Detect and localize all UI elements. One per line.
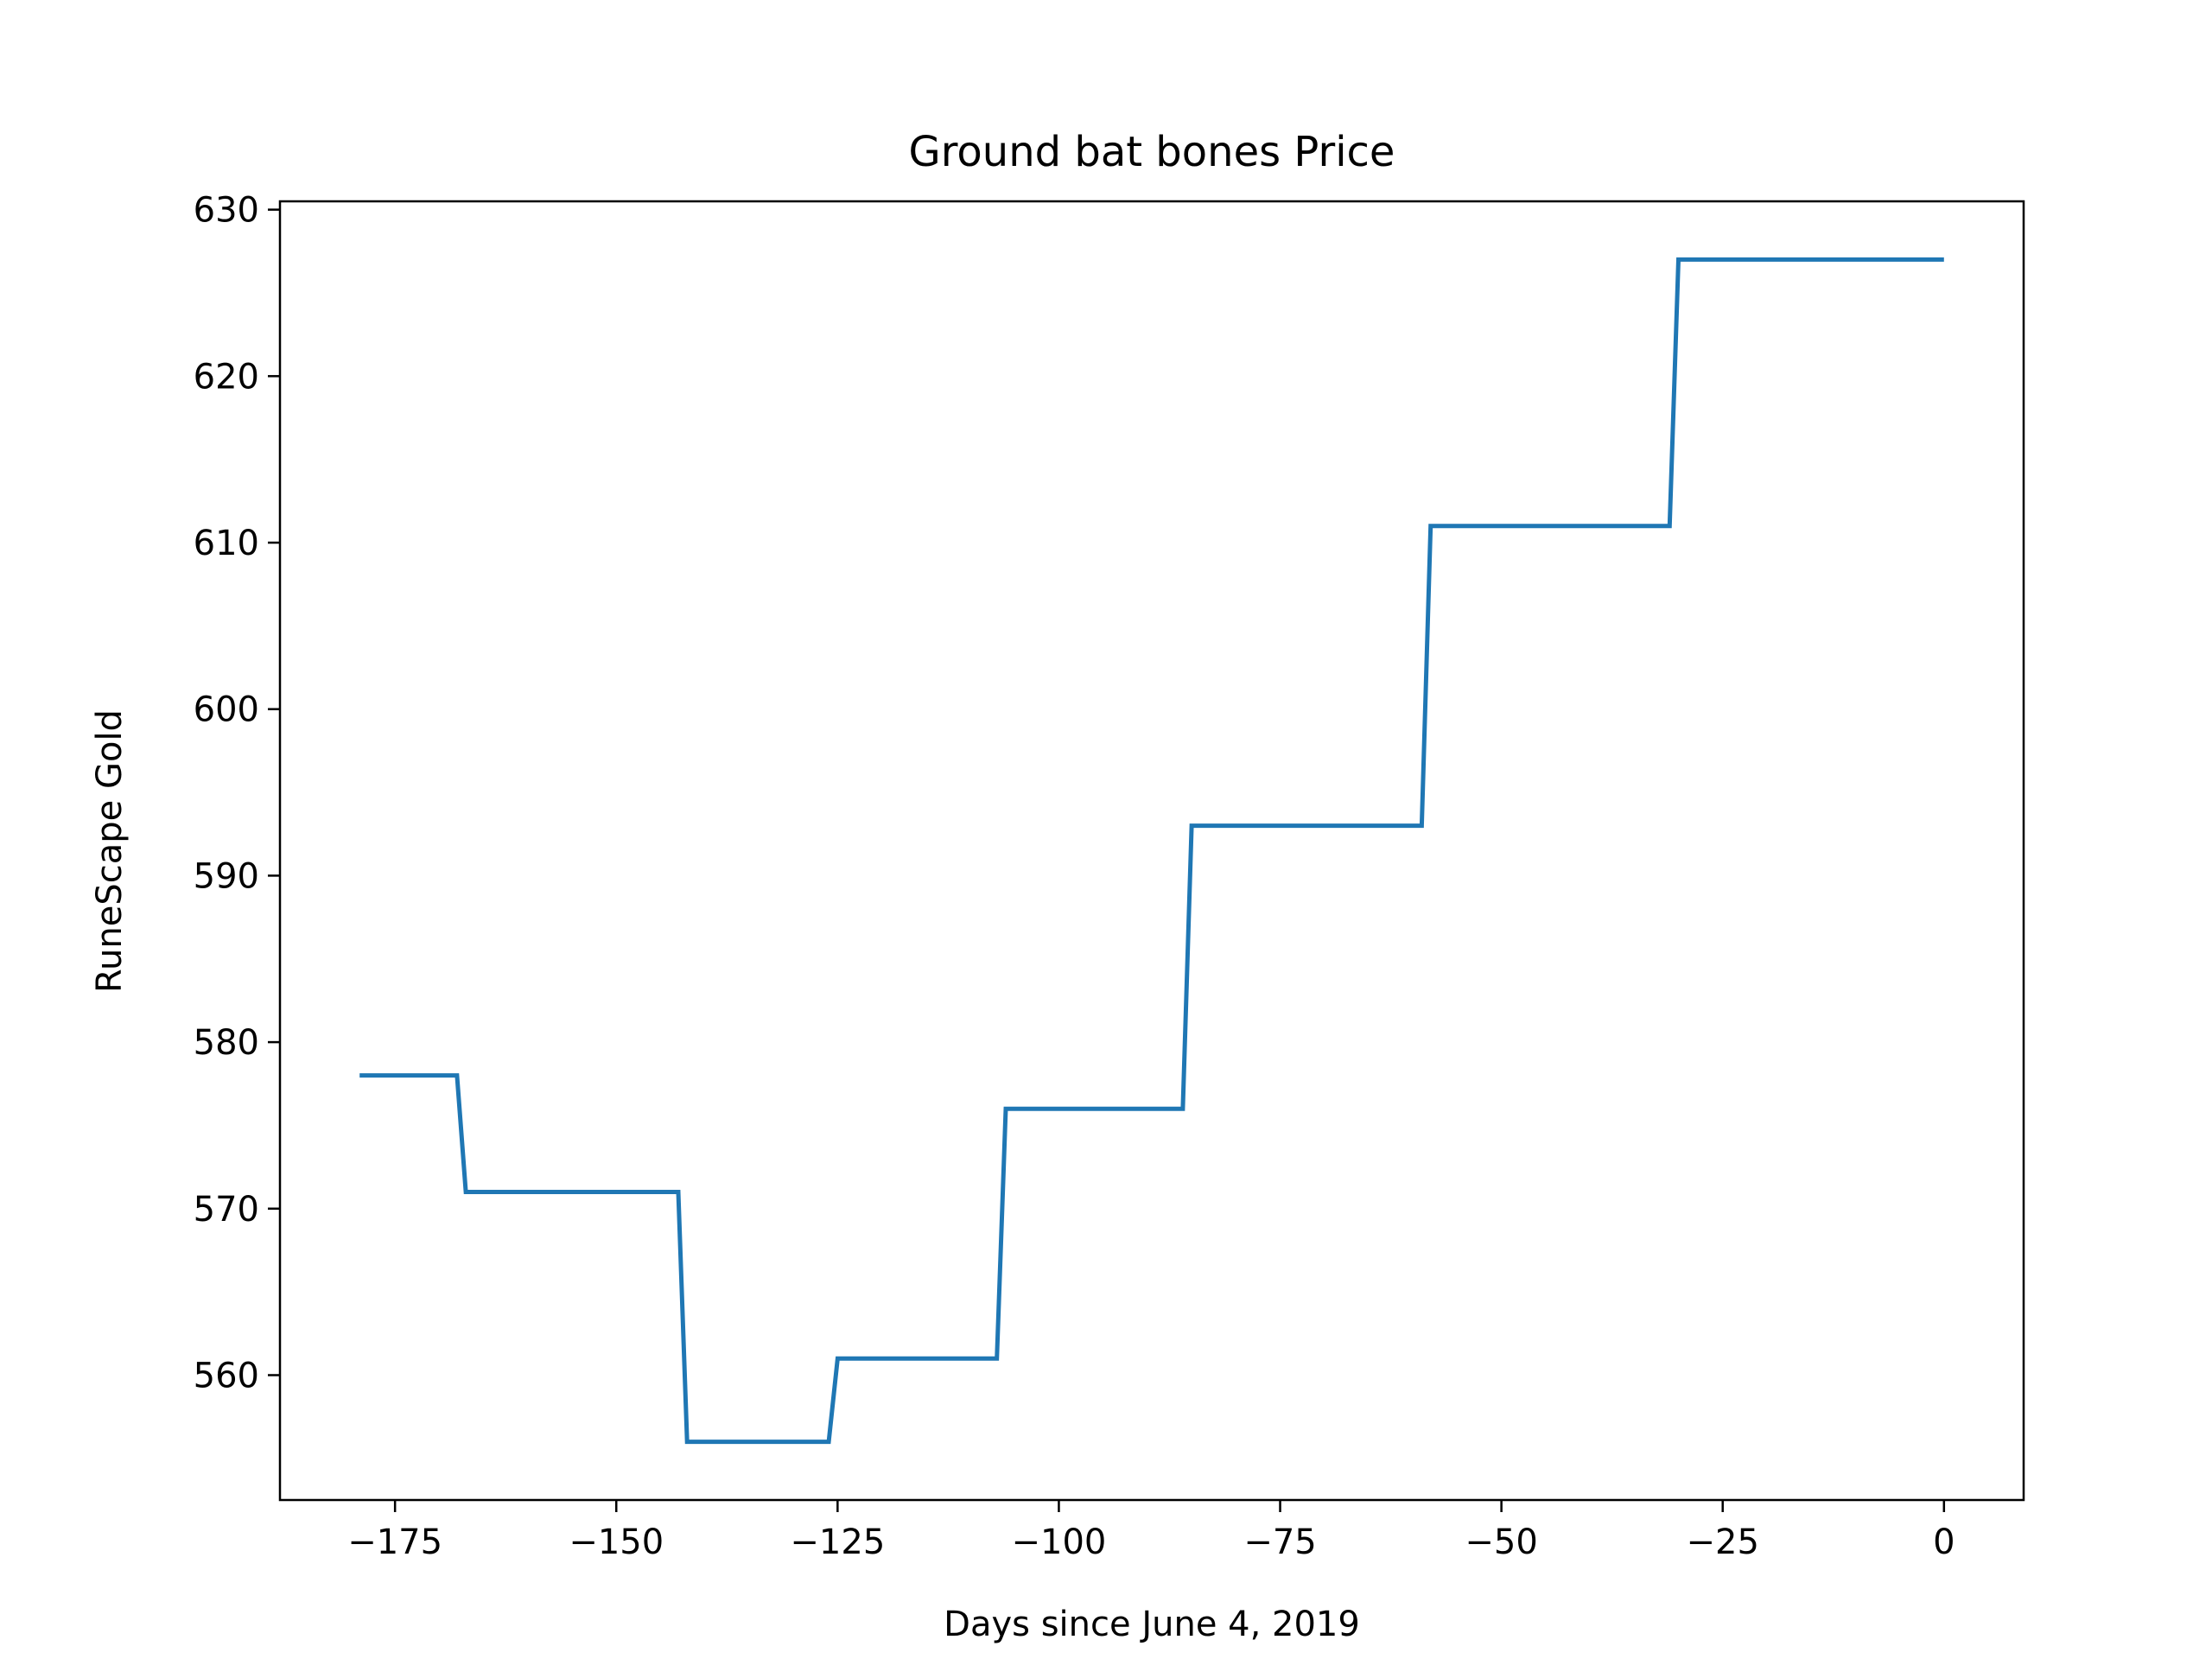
x-tick-label: −125 (790, 1522, 885, 1562)
x-tick-label: 0 (1933, 1522, 1955, 1562)
y-tick-label: 630 (194, 191, 259, 231)
x-tick-label: −25 (1687, 1522, 1759, 1562)
x-axis-label: Days since June 4, 2019 (944, 1605, 1360, 1644)
plot-lines (359, 257, 1944, 1445)
y-tick-label: 610 (194, 524, 259, 563)
x-tick-label: −100 (1012, 1522, 1107, 1562)
series-line-0 (359, 257, 1944, 1445)
y-tick-label: 570 (194, 1190, 259, 1230)
x-tick-label: −50 (1465, 1522, 1537, 1562)
x-tick-label: −175 (347, 1522, 442, 1562)
y-tick-label: 600 (194, 690, 259, 730)
y-tick-label: 580 (194, 1023, 259, 1063)
y-tick-label: 560 (194, 1356, 259, 1395)
y-axis-ticks: 560 570 580 590 600 610 620 630 (194, 191, 280, 1395)
x-tick-label: −150 (569, 1522, 664, 1562)
y-tick-label: 620 (194, 357, 259, 397)
y-tick-label: 590 (194, 856, 259, 896)
chart-title: Ground bat bones Price (909, 128, 1395, 176)
x-tick-label: −75 (1243, 1522, 1316, 1562)
y-axis-label: RuneScape Gold (90, 709, 130, 993)
x-axis-ticks: −175 −150 −125 −100 −75 −50 −25 0 (347, 1500, 1955, 1562)
plot-area-frame (278, 200, 2025, 1502)
